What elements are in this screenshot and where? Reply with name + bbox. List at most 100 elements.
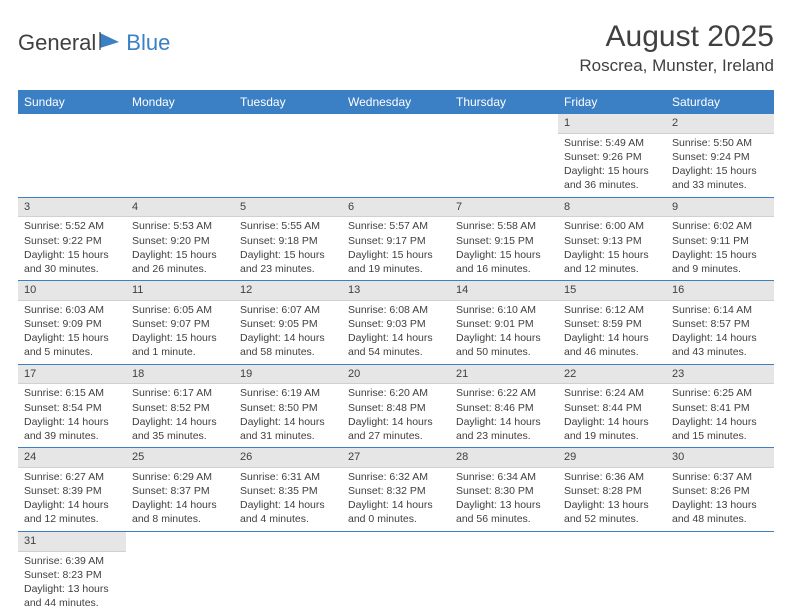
calendar-day-cell: 19Sunrise: 6:19 AMSunset: 8:50 PMDayligh… [234, 364, 342, 448]
day-info: Sunrise: 6:20 AMSunset: 8:48 PMDaylight:… [342, 384, 450, 447]
calendar-day-cell: 4Sunrise: 5:53 AMSunset: 9:20 PMDaylight… [126, 197, 234, 281]
header: General Blue August 2025 Roscrea, Munste… [18, 20, 774, 76]
calendar-day-cell [558, 531, 666, 614]
day-number: 6 [342, 198, 450, 218]
day-info: Sunrise: 6:12 AMSunset: 8:59 PMDaylight:… [558, 301, 666, 364]
day-info: Sunrise: 6:03 AMSunset: 9:09 PMDaylight:… [18, 301, 126, 364]
day-number: 5 [234, 198, 342, 218]
day-number: 29 [558, 448, 666, 468]
calendar-week-row: 3Sunrise: 5:52 AMSunset: 9:22 PMDaylight… [18, 197, 774, 281]
day-number: 14 [450, 281, 558, 301]
day-info: Sunrise: 6:17 AMSunset: 8:52 PMDaylight:… [126, 384, 234, 447]
month-title: August 2025 [579, 20, 774, 54]
day-info: Sunrise: 5:52 AMSunset: 9:22 PMDaylight:… [18, 217, 126, 280]
day-info: Sunrise: 5:53 AMSunset: 9:20 PMDaylight:… [126, 217, 234, 280]
day-number: 2 [666, 114, 774, 134]
logo-text-blue: Blue [126, 30, 170, 56]
calendar-day-cell: 14Sunrise: 6:10 AMSunset: 9:01 PMDayligh… [450, 281, 558, 365]
logo-text-general: General [18, 30, 96, 56]
day-info: Sunrise: 6:36 AMSunset: 8:28 PMDaylight:… [558, 468, 666, 531]
day-info: Sunrise: 6:05 AMSunset: 9:07 PMDaylight:… [126, 301, 234, 364]
day-info: Sunrise: 6:14 AMSunset: 8:57 PMDaylight:… [666, 301, 774, 364]
day-info: Sunrise: 6:32 AMSunset: 8:32 PMDaylight:… [342, 468, 450, 531]
day-number: 28 [450, 448, 558, 468]
calendar-table: SundayMondayTuesdayWednesdayThursdayFrid… [18, 90, 774, 614]
weekday-header: Thursday [450, 90, 558, 114]
day-number: 9 [666, 198, 774, 218]
calendar-day-cell: 21Sunrise: 6:22 AMSunset: 8:46 PMDayligh… [450, 364, 558, 448]
day-info: Sunrise: 6:34 AMSunset: 8:30 PMDaylight:… [450, 468, 558, 531]
calendar-day-cell: 2Sunrise: 5:50 AMSunset: 9:24 PMDaylight… [666, 114, 774, 197]
calendar-day-cell: 20Sunrise: 6:20 AMSunset: 8:48 PMDayligh… [342, 364, 450, 448]
day-number: 7 [450, 198, 558, 218]
weekday-header: Friday [558, 90, 666, 114]
day-info: Sunrise: 6:10 AMSunset: 9:01 PMDaylight:… [450, 301, 558, 364]
day-info: Sunrise: 6:22 AMSunset: 8:46 PMDaylight:… [450, 384, 558, 447]
location: Roscrea, Munster, Ireland [579, 56, 774, 76]
day-number: 31 [18, 532, 126, 552]
day-info: Sunrise: 5:49 AMSunset: 9:26 PMDaylight:… [558, 134, 666, 197]
day-number: 26 [234, 448, 342, 468]
day-number: 24 [18, 448, 126, 468]
calendar-day-cell [126, 114, 234, 197]
day-number: 30 [666, 448, 774, 468]
calendar-day-cell: 6Sunrise: 5:57 AMSunset: 9:17 PMDaylight… [342, 197, 450, 281]
calendar-day-cell [342, 114, 450, 197]
day-number: 25 [126, 448, 234, 468]
calendar-day-cell: 25Sunrise: 6:29 AMSunset: 8:37 PMDayligh… [126, 448, 234, 532]
day-number: 27 [342, 448, 450, 468]
day-info: Sunrise: 6:19 AMSunset: 8:50 PMDaylight:… [234, 384, 342, 447]
weekday-header: Tuesday [234, 90, 342, 114]
weekday-header: Saturday [666, 90, 774, 114]
calendar-day-cell: 31Sunrise: 6:39 AMSunset: 8:23 PMDayligh… [18, 531, 126, 614]
calendar-day-cell: 1Sunrise: 5:49 AMSunset: 9:26 PMDaylight… [558, 114, 666, 197]
day-info: Sunrise: 6:29 AMSunset: 8:37 PMDaylight:… [126, 468, 234, 531]
calendar-day-cell [342, 531, 450, 614]
day-number: 11 [126, 281, 234, 301]
day-number: 19 [234, 365, 342, 385]
day-number: 10 [18, 281, 126, 301]
day-info: Sunrise: 6:07 AMSunset: 9:05 PMDaylight:… [234, 301, 342, 364]
calendar-day-cell: 27Sunrise: 6:32 AMSunset: 8:32 PMDayligh… [342, 448, 450, 532]
day-number: 23 [666, 365, 774, 385]
calendar-day-cell: 16Sunrise: 6:14 AMSunset: 8:57 PMDayligh… [666, 281, 774, 365]
day-number: 18 [126, 365, 234, 385]
calendar-day-cell: 11Sunrise: 6:05 AMSunset: 9:07 PMDayligh… [126, 281, 234, 365]
day-info: Sunrise: 6:37 AMSunset: 8:26 PMDaylight:… [666, 468, 774, 531]
calendar-week-row: 1Sunrise: 5:49 AMSunset: 9:26 PMDaylight… [18, 114, 774, 197]
calendar-day-cell: 7Sunrise: 5:58 AMSunset: 9:15 PMDaylight… [450, 197, 558, 281]
calendar-day-cell: 12Sunrise: 6:07 AMSunset: 9:05 PMDayligh… [234, 281, 342, 365]
calendar-week-row: 31Sunrise: 6:39 AMSunset: 8:23 PMDayligh… [18, 531, 774, 614]
calendar-day-cell: 30Sunrise: 6:37 AMSunset: 8:26 PMDayligh… [666, 448, 774, 532]
day-number: 21 [450, 365, 558, 385]
day-info: Sunrise: 6:24 AMSunset: 8:44 PMDaylight:… [558, 384, 666, 447]
day-number: 15 [558, 281, 666, 301]
calendar-day-cell: 24Sunrise: 6:27 AMSunset: 8:39 PMDayligh… [18, 448, 126, 532]
day-number: 13 [342, 281, 450, 301]
logo: General Blue [18, 30, 170, 56]
day-number: 4 [126, 198, 234, 218]
calendar-day-cell: 17Sunrise: 6:15 AMSunset: 8:54 PMDayligh… [18, 364, 126, 448]
calendar-day-cell [234, 114, 342, 197]
day-info: Sunrise: 6:08 AMSunset: 9:03 PMDaylight:… [342, 301, 450, 364]
day-info: Sunrise: 5:50 AMSunset: 9:24 PMDaylight:… [666, 134, 774, 197]
calendar-day-cell: 3Sunrise: 5:52 AMSunset: 9:22 PMDaylight… [18, 197, 126, 281]
calendar-day-cell [450, 114, 558, 197]
day-info: Sunrise: 6:27 AMSunset: 8:39 PMDaylight:… [18, 468, 126, 531]
day-number: 12 [234, 281, 342, 301]
title-block: August 2025 Roscrea, Munster, Ireland [579, 20, 774, 76]
calendar-day-cell: 18Sunrise: 6:17 AMSunset: 8:52 PMDayligh… [126, 364, 234, 448]
calendar-day-cell: 23Sunrise: 6:25 AMSunset: 8:41 PMDayligh… [666, 364, 774, 448]
day-number: 20 [342, 365, 450, 385]
calendar-day-cell: 5Sunrise: 5:55 AMSunset: 9:18 PMDaylight… [234, 197, 342, 281]
weekday-header: Sunday [18, 90, 126, 114]
day-number: 22 [558, 365, 666, 385]
weekday-header: Wednesday [342, 90, 450, 114]
calendar-day-cell: 9Sunrise: 6:02 AMSunset: 9:11 PMDaylight… [666, 197, 774, 281]
calendar-day-cell: 8Sunrise: 6:00 AMSunset: 9:13 PMDaylight… [558, 197, 666, 281]
calendar-day-cell [234, 531, 342, 614]
day-number: 16 [666, 281, 774, 301]
calendar-day-cell [450, 531, 558, 614]
calendar-body: 1Sunrise: 5:49 AMSunset: 9:26 PMDaylight… [18, 114, 774, 614]
calendar-day-cell: 29Sunrise: 6:36 AMSunset: 8:28 PMDayligh… [558, 448, 666, 532]
